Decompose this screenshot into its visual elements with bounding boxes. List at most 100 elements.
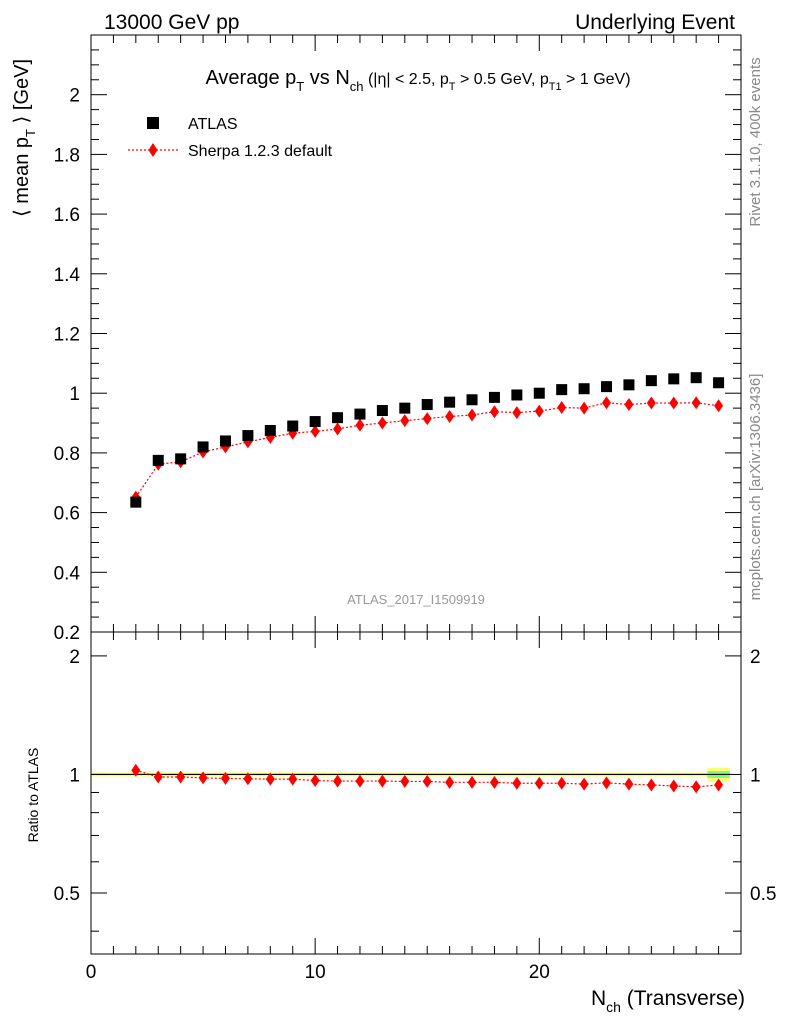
ratio-point (512, 776, 522, 790)
x-axis-label-sub: ch (606, 999, 621, 1015)
ratio-point (691, 780, 701, 794)
ratio-point (714, 778, 724, 792)
atlas-point (287, 420, 299, 432)
analysis-watermark: ATLAS_2017_I1509919 (347, 592, 485, 607)
atlas-point (645, 375, 657, 387)
atlas-point (309, 416, 321, 428)
ratio-point (176, 770, 186, 784)
x-tick-labels: 0 10 20 (86, 962, 550, 983)
ratio-tick-label-left: 0.5 (54, 884, 80, 905)
atlas-point (175, 453, 187, 465)
atlas-point (556, 384, 568, 396)
sherpa-point (445, 409, 455, 423)
y-axis-label-sub: T (23, 129, 38, 137)
main-axis-ticks (90, 34, 742, 633)
sherpa-point (310, 424, 320, 438)
legend: ATLAS Sherpa 1.2.3 default (128, 116, 333, 160)
legend-label-sherpa: Sherpa 1.2.3 default (188, 143, 333, 160)
ratio-point (288, 772, 298, 786)
ratio-point (624, 777, 634, 791)
ratio-panel-frame (90, 631, 742, 955)
sherpa-point (624, 398, 634, 412)
sherpa-point (400, 414, 410, 428)
title-sub-3: T (449, 81, 456, 93)
x-axis-label-b: (Transverse) (621, 987, 745, 1010)
atlas-point (152, 454, 164, 466)
ratio-tick-label-left: 1 (69, 765, 80, 786)
sherpa-point (557, 401, 567, 415)
sherpa-point (669, 396, 679, 410)
ratio-point (602, 776, 612, 790)
y-tick-labels: 0.2 0.4 0.6 0.8 1 1.2 1.4 1.6 1.8 2 (54, 86, 81, 644)
y-tick-label: 2 (69, 86, 80, 107)
ratio-tick-label-right: 1 (750, 765, 761, 786)
sherpa-point (602, 396, 612, 410)
ratio-tick-labels: 0.5 0.5 1 1 2 2 (54, 647, 777, 905)
sherpa-point (534, 404, 544, 418)
atlas-point (511, 389, 523, 401)
ratio-point (220, 771, 230, 785)
atlas-point (668, 373, 680, 385)
atlas-point (130, 496, 142, 508)
x-tick-label: 10 (305, 962, 326, 983)
y-tick-label: 0.4 (54, 563, 81, 584)
atlas-point (488, 391, 500, 403)
sherpa-point (714, 399, 724, 413)
y-tick-label: 0.2 (54, 623, 80, 644)
ratio-point (579, 777, 589, 791)
ratio-point (377, 774, 387, 788)
atlas-point (242, 430, 254, 442)
atlas-point (399, 402, 411, 414)
title-sub-1: T (296, 79, 304, 94)
ratio-tick-label-right: 0.5 (750, 884, 776, 905)
atlas-point (713, 377, 725, 389)
atlas-point (444, 396, 456, 408)
title-sub-2: ch (350, 79, 364, 94)
y-tick-label: 1.6 (54, 205, 80, 226)
ratio-point (557, 776, 567, 790)
atlas-point (601, 381, 613, 393)
header-left: 13000 GeV pp (104, 11, 239, 34)
ratio-point (153, 770, 163, 784)
header-right: Underlying Event (575, 11, 735, 34)
plot-title: Average pT vs Nch (|η| < 2.5, pT > 0.5 G… (205, 67, 630, 94)
y-axis-label-a: ⟨ mean p (11, 137, 33, 217)
y-tick-label: 1.4 (54, 265, 81, 286)
y-tick-label: 1.8 (54, 145, 80, 166)
y-tick-label: 1 (69, 384, 80, 405)
ratio-point (467, 775, 477, 789)
ratio-tick-label-left: 2 (69, 647, 80, 668)
ratio-point (310, 774, 320, 788)
ratio-tick-label-right: 2 (750, 647, 761, 668)
sherpa-point (377, 416, 387, 430)
mcplots-label: mcplots.cern.ch [arXiv:1306.3436] (747, 374, 764, 601)
title-part-3: (|η| < 2.5, p (364, 71, 449, 88)
ratio-point (400, 774, 410, 788)
ratio-point (198, 771, 208, 785)
atlas-point (264, 425, 276, 437)
x-axis-label-a: N (591, 987, 606, 1010)
ratio-axis-ticks (90, 632, 742, 954)
sherpa-point (489, 405, 499, 419)
atlas-point (533, 387, 545, 399)
title-part-5: > 1 GeV) (562, 71, 631, 88)
sherpa-point (691, 396, 701, 410)
ratio-y-axis-label: Ratio to ATLAS (25, 748, 41, 843)
atlas-point (623, 379, 635, 391)
legend-label-atlas: ATLAS (188, 116, 238, 133)
sherpa-point (646, 396, 656, 410)
y-axis-label-b: ⟩ [GeV] (11, 59, 33, 129)
ratio-point (243, 772, 253, 786)
ratio-point (489, 775, 499, 789)
sherpa-point (467, 408, 477, 422)
title-sub-4: T1 (549, 81, 562, 93)
title-part-2: vs N (304, 67, 350, 89)
atlas-point (332, 412, 344, 424)
y-tick-label: 0.8 (54, 444, 80, 465)
sherpa-point (422, 412, 432, 426)
sherpa-point (333, 422, 343, 436)
series-atlas (130, 372, 725, 508)
ratio-point (355, 774, 365, 788)
atlas-point (578, 383, 590, 395)
